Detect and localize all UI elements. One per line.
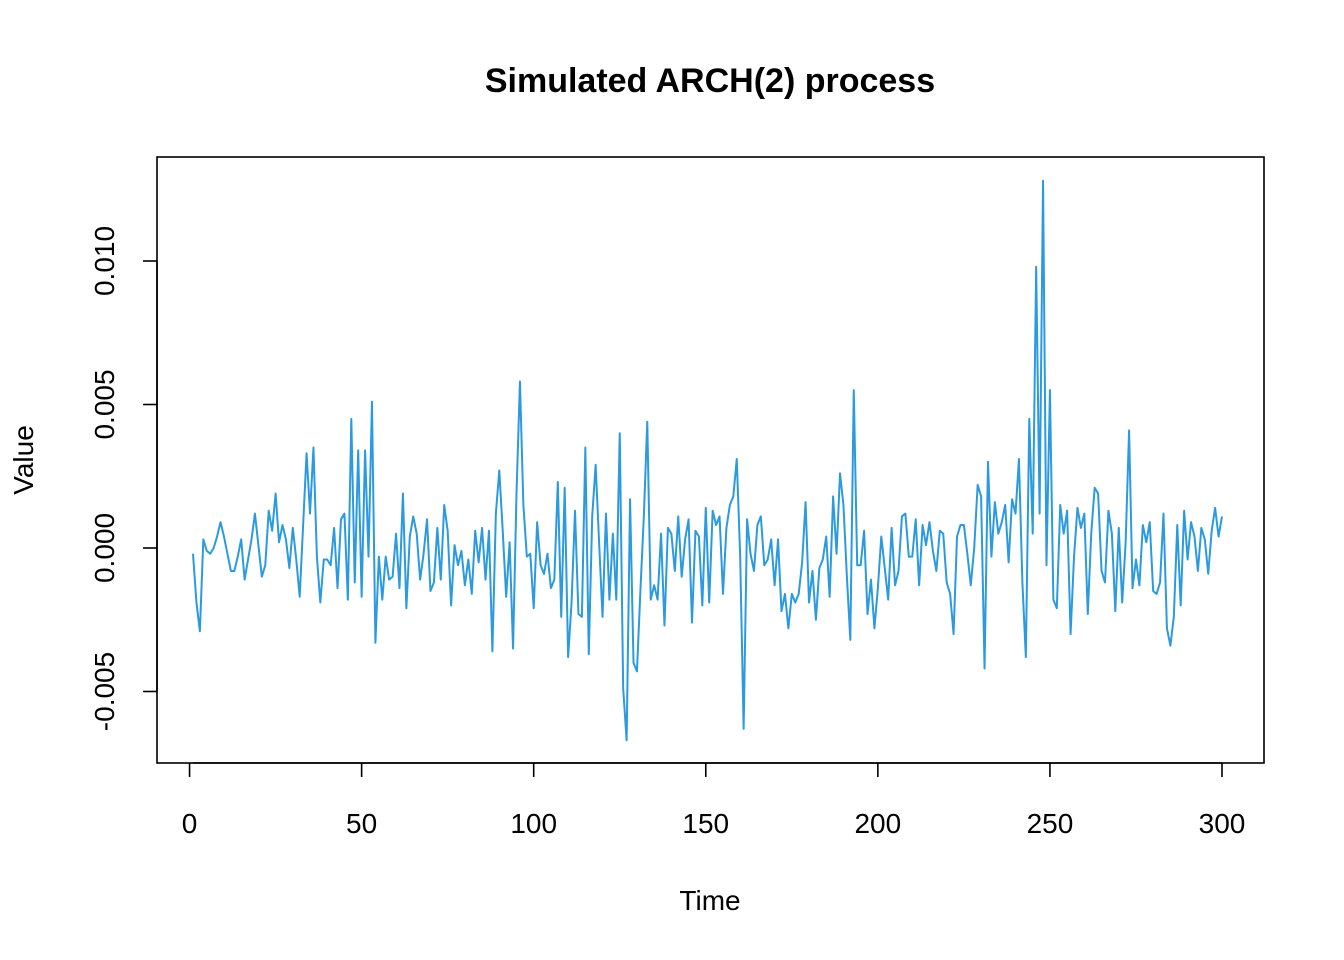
x-tick-label: 150 [682,808,729,839]
x-axis-label: Time [679,885,740,916]
y-axis-ticks: -0.005 0.000 0.005 0.010 [89,226,157,731]
x-tick-label: 300 [1199,808,1246,839]
x-axis-ticks: 0 50 100 150 200 250 300 [182,763,1246,839]
y-axis-label: Value [8,425,39,495]
x-tick-label: 200 [854,808,901,839]
y-tick-label: 0.010 [89,226,120,296]
series-line [192,179,1223,742]
x-tick-label: 50 [346,808,377,839]
x-tick-label: 250 [1027,808,1074,839]
y-tick-label: -0.005 [89,652,120,731]
y-tick-label: 0.005 [89,369,120,439]
x-tick-label: 100 [510,808,557,839]
plot-frame [156,156,1265,764]
y-tick-label: 0.000 [89,513,120,583]
x-tick-label: 0 [182,808,198,839]
chart-title: Simulated ARCH(2) process [485,62,935,100]
